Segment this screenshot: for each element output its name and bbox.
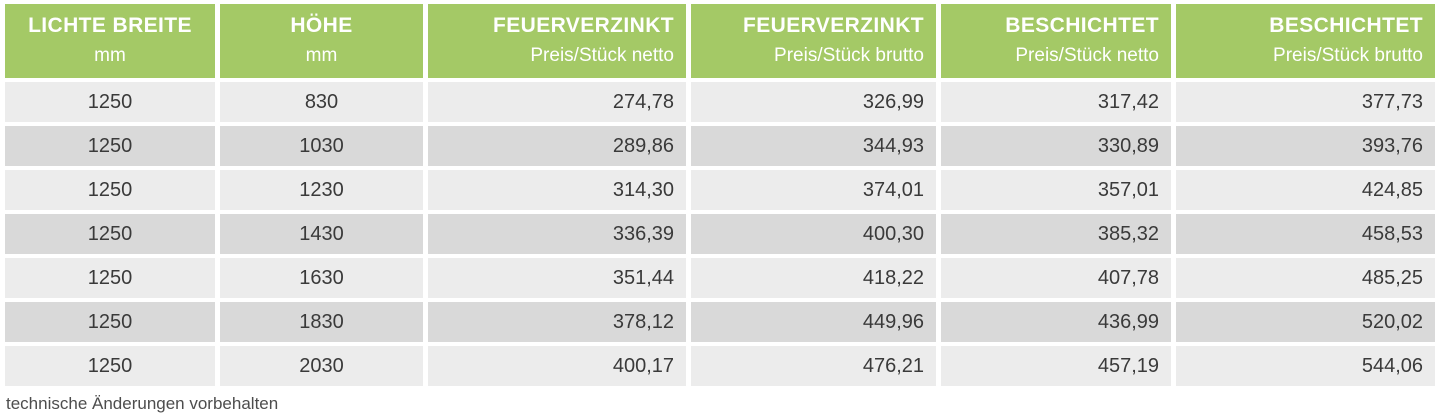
table-cell: 289,86 (428, 126, 686, 166)
table-cell: 1230 (220, 170, 423, 210)
table-cell: 330,89 (941, 126, 1171, 166)
footnote: technische Änderungen vorbehalten (6, 394, 279, 413)
table-cell: 385,32 (941, 214, 1171, 254)
table-cell: 424,85 (1176, 170, 1435, 210)
column-subtitle: Preis/Stück netto (530, 45, 674, 66)
column-subtitle: mm (94, 45, 126, 66)
table-cell: 2030 (220, 346, 423, 386)
table-cell: 485,25 (1176, 258, 1435, 298)
header-row: LICHTE BREITE mm HÖHE mm FEUERVERZINKT P… (5, 4, 1435, 78)
table-row: 1250 1830 378,12 449,96 436,99 520,02 (5, 302, 1435, 342)
table-row: 1250 1630 351,44 418,22 407,78 485,25 (5, 258, 1435, 298)
table-cell: 326,99 (691, 82, 936, 122)
table-cell: 1250 (5, 258, 215, 298)
table-row: 1250 1230 314,30 374,01 357,01 424,85 (5, 170, 1435, 210)
column-header-beschichtet-brutto: BESCHICHTET Preis/Stück brutto (1176, 4, 1435, 78)
column-title: LICHTE BREITE (28, 14, 192, 37)
table-cell: 458,53 (1176, 214, 1435, 254)
table-cell: 436,99 (941, 302, 1171, 342)
column-header-feuerverzinkt-netto: FEUERVERZINKT Preis/Stück netto (428, 4, 686, 78)
table-cell: 1830 (220, 302, 423, 342)
table-row: 1250 830 274,78 326,99 317,42 377,73 (5, 82, 1435, 122)
table-cell: 336,39 (428, 214, 686, 254)
table-cell: 1250 (5, 214, 215, 254)
table-cell: 377,73 (1176, 82, 1435, 122)
column-header-beschichtet-netto: BESCHICHTET Preis/Stück netto (941, 4, 1171, 78)
table-cell: 393,76 (1176, 126, 1435, 166)
table-cell: 317,42 (941, 82, 1171, 122)
column-title: FEUERVERZINKT (493, 14, 674, 37)
table-cell: 1430 (220, 214, 423, 254)
table-cell: 1030 (220, 126, 423, 166)
table-cell: 357,01 (941, 170, 1171, 210)
table-cell: 457,19 (941, 346, 1171, 386)
table-cell: 1250 (5, 302, 215, 342)
table-cell: 378,12 (428, 302, 686, 342)
table-cell: 274,78 (428, 82, 686, 122)
column-title: BESCHICHTET (1005, 14, 1159, 37)
table-cell: 520,02 (1176, 302, 1435, 342)
table-cell: 1250 (5, 346, 215, 386)
column-header-lichte-breite: LICHTE BREITE mm (5, 4, 215, 78)
table-row: 1250 1430 336,39 400,30 385,32 458,53 (5, 214, 1435, 254)
table-cell: 314,30 (428, 170, 686, 210)
table-cell: 344,93 (691, 126, 936, 166)
table-row: 1250 2030 400,17 476,21 457,19 544,06 (5, 346, 1435, 386)
table-row: 1250 1030 289,86 344,93 330,89 393,76 (5, 126, 1435, 166)
column-title: HÖHE (290, 14, 353, 37)
table-cell: 1250 (5, 126, 215, 166)
table-cell: 476,21 (691, 346, 936, 386)
table-cell: 449,96 (691, 302, 936, 342)
table-cell: 351,44 (428, 258, 686, 298)
table-cell: 544,06 (1176, 346, 1435, 386)
column-subtitle: Preis/Stück netto (1015, 45, 1159, 66)
column-header-feuerverzinkt-brutto: FEUERVERZINKT Preis/Stück brutto (691, 4, 936, 78)
price-table: LICHTE BREITE mm HÖHE mm FEUERVERZINKT P… (5, 4, 1435, 386)
column-subtitle: Preis/Stück brutto (1273, 45, 1423, 66)
table-cell: 374,01 (691, 170, 936, 210)
table-cell: 1250 (5, 82, 215, 122)
column-title: BESCHICHTET (1269, 14, 1423, 37)
column-header-hoehe: HÖHE mm (220, 4, 423, 78)
table-cell: 418,22 (691, 258, 936, 298)
table-cell: 830 (220, 82, 423, 122)
column-title: FEUERVERZINKT (743, 14, 924, 37)
table-cell: 1250 (5, 170, 215, 210)
table-cell: 1630 (220, 258, 423, 298)
column-subtitle: Preis/Stück brutto (774, 45, 924, 66)
table-cell: 400,17 (428, 346, 686, 386)
table-cell: 400,30 (691, 214, 936, 254)
table-cell: 407,78 (941, 258, 1171, 298)
column-subtitle: mm (305, 45, 338, 66)
